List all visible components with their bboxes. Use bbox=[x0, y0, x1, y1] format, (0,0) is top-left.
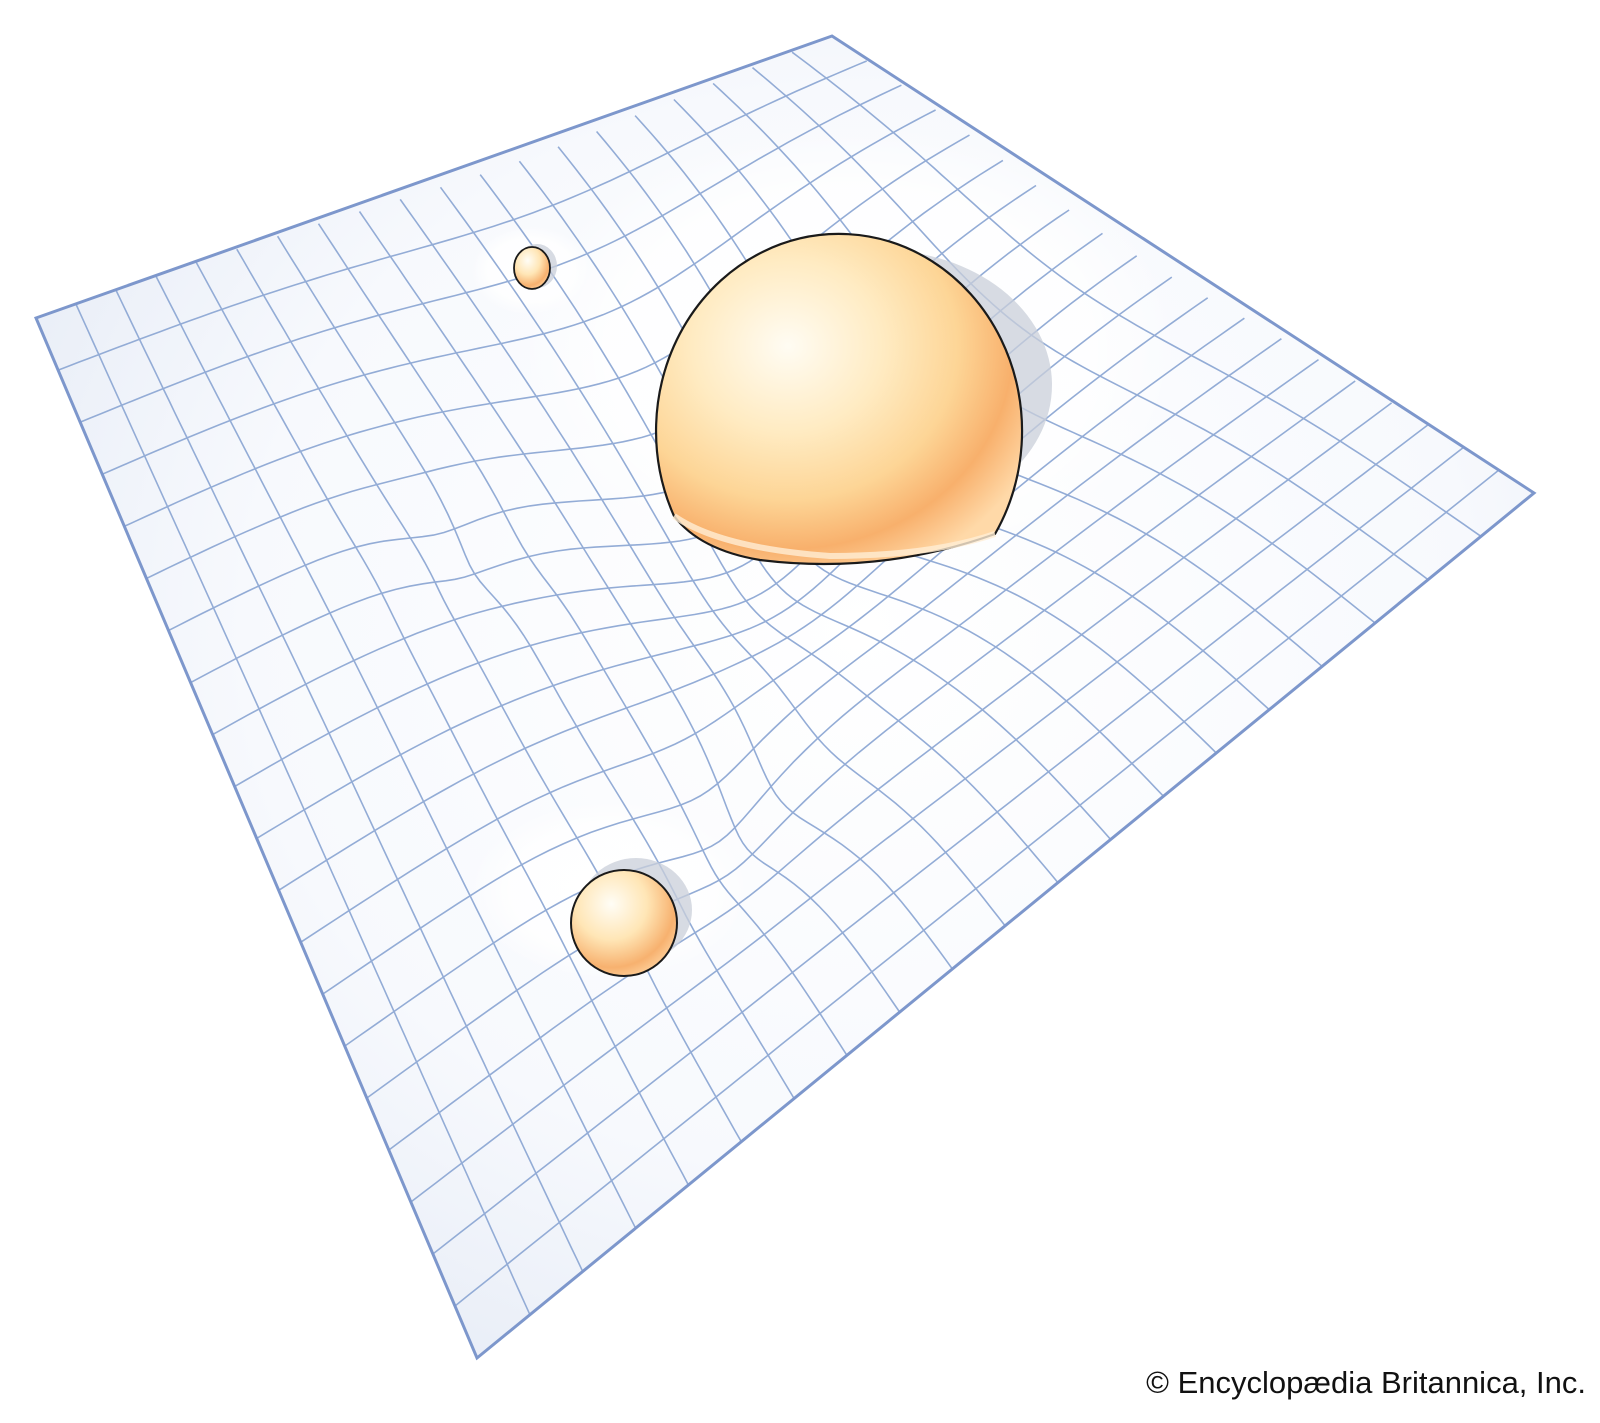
grid-line-h-4 bbox=[124, 134, 970, 527]
grid-line-h-12 bbox=[300, 317, 1245, 943]
grid-line-h-1 bbox=[57, 60, 868, 371]
medium-sphere bbox=[570, 869, 678, 977]
copyright-credit: © Encyclopædia Britannica, Inc. bbox=[1146, 1365, 1586, 1400]
grid-line-h-14 bbox=[344, 358, 1319, 1047]
large-sphere-rim bbox=[672, 513, 996, 560]
grid-line-h-19 bbox=[454, 469, 1500, 1307]
grid-line-h-2 bbox=[79, 84, 902, 423]
grid-line-h-13 bbox=[322, 338, 1282, 995]
large-sphere bbox=[655, 232, 1024, 566]
grid-line-h-15 bbox=[366, 380, 1356, 1099]
small-sphere bbox=[513, 246, 551, 290]
grid-line-h-3 bbox=[102, 109, 936, 475]
grid-line-h-16 bbox=[388, 402, 1393, 1151]
sheet-border bbox=[33, 34, 1537, 1361]
grid-line-h-17 bbox=[410, 424, 1429, 1203]
grid-line-h-18 bbox=[432, 446, 1464, 1255]
